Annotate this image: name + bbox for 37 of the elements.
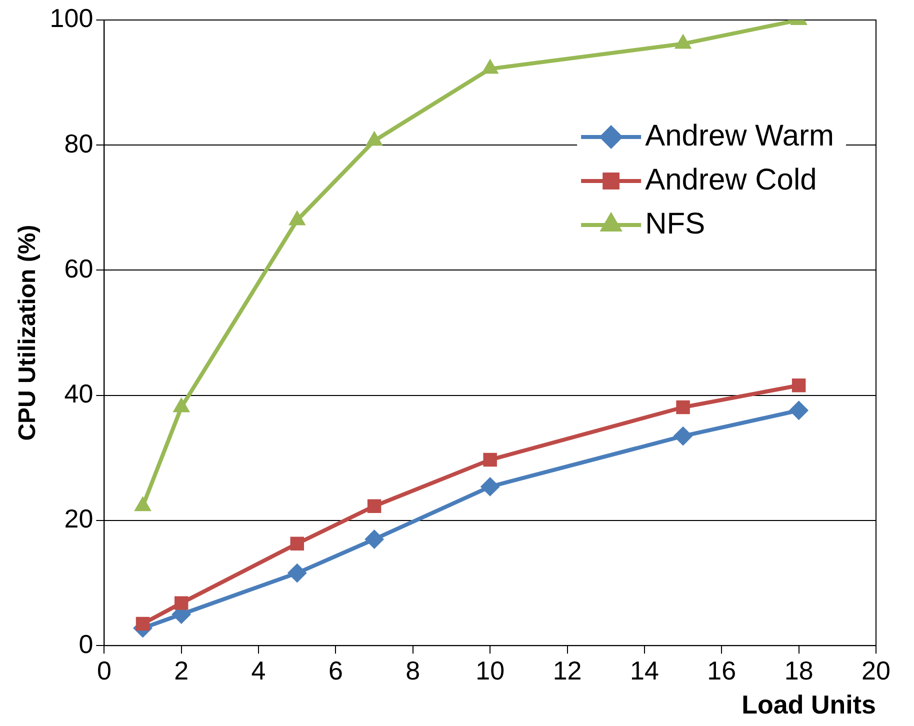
point xyxy=(367,499,382,513)
x-tick-label: 16 xyxy=(707,655,736,686)
point xyxy=(674,34,692,49)
x-tick-label: 18 xyxy=(784,655,814,686)
y-tick-label: 80 xyxy=(64,128,94,158)
legend-label: NFS xyxy=(645,207,706,240)
point xyxy=(480,477,500,496)
point xyxy=(288,564,307,583)
x-tick-label: 2 xyxy=(174,655,189,686)
y-tick-label: 40 xyxy=(64,378,94,409)
point xyxy=(288,210,306,226)
x-tick-label: 10 xyxy=(476,655,505,686)
y-tick-label: 60 xyxy=(64,253,94,284)
point xyxy=(290,536,304,550)
y-axis-title: CPU Utilization (%) xyxy=(14,224,42,441)
point xyxy=(789,400,808,420)
x-tick-label: 4 xyxy=(251,655,266,686)
x-tick-label: 6 xyxy=(328,655,343,686)
legend-label: Andrew Warm xyxy=(645,119,834,152)
point xyxy=(792,378,806,392)
x-tick-label: 14 xyxy=(630,655,659,686)
point xyxy=(136,616,150,631)
x-tick-label: 8 xyxy=(406,655,420,686)
point xyxy=(674,426,693,446)
legend-label: Andrew Cold xyxy=(645,163,817,196)
point xyxy=(366,131,383,146)
point xyxy=(482,59,498,74)
y-tick-label: 100 xyxy=(50,3,94,34)
point xyxy=(676,400,690,414)
y-tick-label: 0 xyxy=(78,628,94,659)
point xyxy=(483,452,497,467)
y-tick-label: 20 xyxy=(64,504,94,534)
point xyxy=(174,596,188,610)
point xyxy=(364,530,384,549)
x-axis-title: Load Units xyxy=(742,690,876,720)
x-tick-label: 20 xyxy=(862,655,890,686)
x-tick-label: 12 xyxy=(552,655,582,686)
